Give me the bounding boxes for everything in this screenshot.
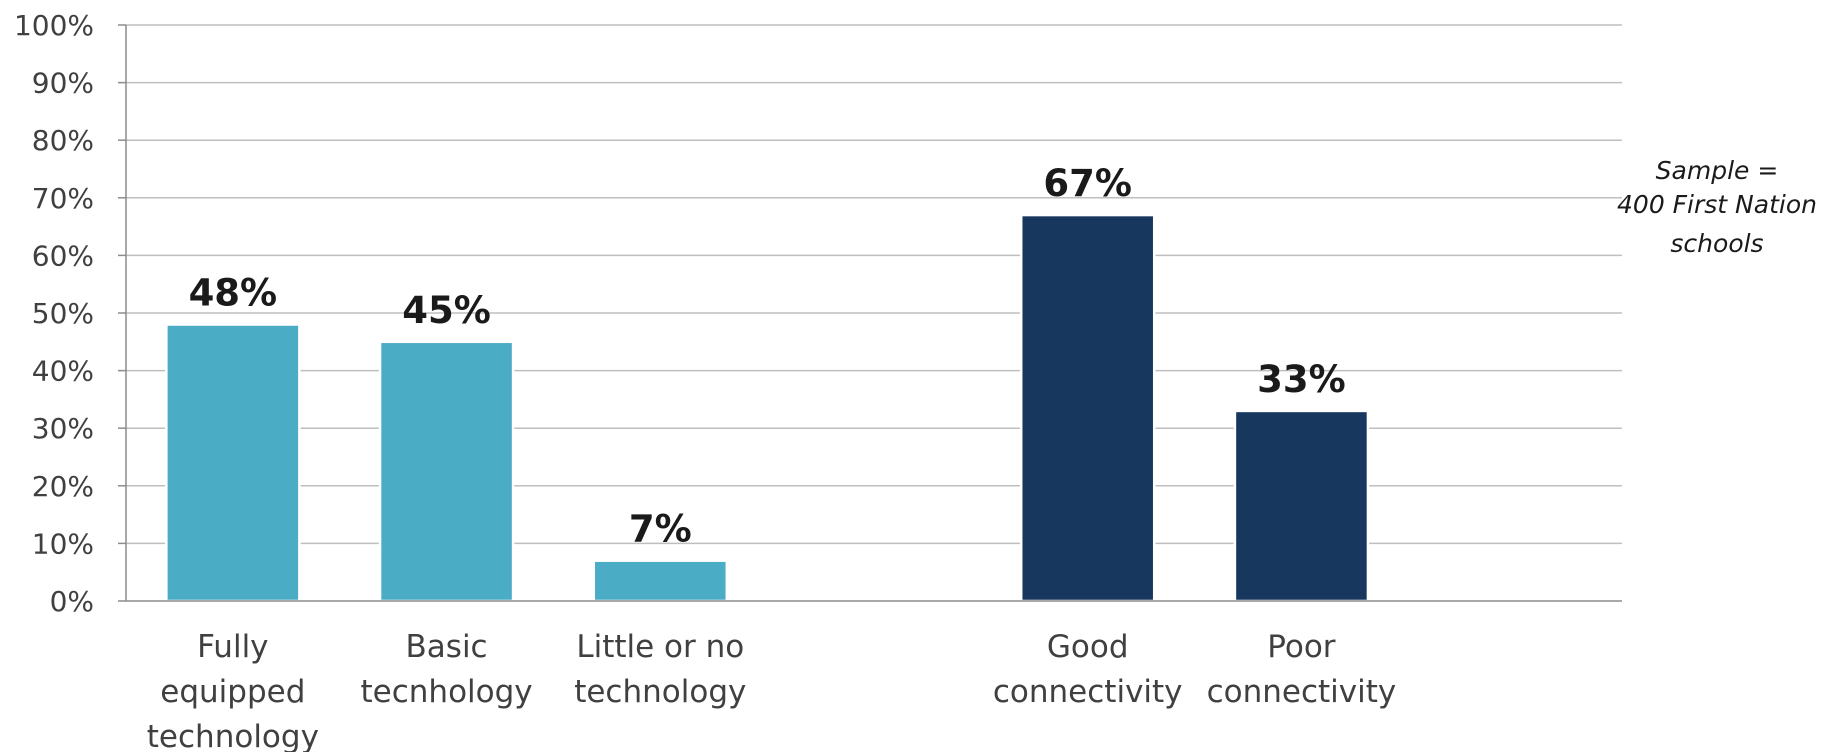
category-label: Good [1047, 629, 1129, 665]
data-labels: 48% 45% 7% 67% 33% [189, 162, 1346, 551]
category-label: connectivity [993, 674, 1183, 710]
bar [592, 559, 729, 603]
y-axis-tick-labels: 0% 10% 20% 30% 40% 50% 60% 70% 80% 90% 100% [14, 9, 126, 618]
sample-note-line-1: Sample = [1656, 156, 1779, 185]
y-tick-label: 10% [32, 527, 94, 560]
category-label: Poor [1267, 629, 1336, 665]
category-label: Fully [197, 629, 268, 665]
data-label: 45% [402, 289, 491, 332]
category-label: technology [147, 719, 319, 752]
bars [165, 213, 1370, 603]
axes [125, 25, 1622, 602]
category-labels: Fully equipped technology Basic tecnhology Li… [147, 629, 1396, 752]
category-label: connectivity [1207, 674, 1397, 710]
sample-note-line-2: 400 First Nation [1617, 190, 1817, 219]
category-label: Little or no [576, 629, 744, 665]
category-label: tecnhology [361, 674, 533, 710]
y-tick-label: 80% [32, 124, 94, 157]
data-label: 7% [629, 508, 692, 551]
data-label: 67% [1043, 162, 1132, 205]
y-tick-label: 50% [32, 297, 94, 330]
y-tick-label: 90% [32, 67, 94, 100]
bar [165, 323, 301, 603]
gridlines [126, 24, 1622, 545]
category-label: Basic [406, 629, 488, 665]
y-tick-label: 0% [50, 585, 94, 618]
y-tick-label: 100% [14, 9, 94, 42]
y-tick-label: 30% [32, 412, 94, 445]
data-label: 33% [1257, 358, 1346, 401]
data-label: 48% [189, 272, 278, 315]
category-label: equipped [160, 674, 305, 710]
y-tick-label: 60% [32, 239, 94, 272]
bar [1019, 213, 1156, 603]
sample-note-line-3: schools [1670, 229, 1763, 258]
category-label: technology [574, 674, 746, 710]
y-tick-label: 40% [32, 355, 94, 388]
y-tick-label: 20% [32, 470, 94, 503]
bar [378, 340, 515, 603]
bar [1233, 409, 1370, 603]
y-tick-label: 70% [32, 182, 94, 215]
